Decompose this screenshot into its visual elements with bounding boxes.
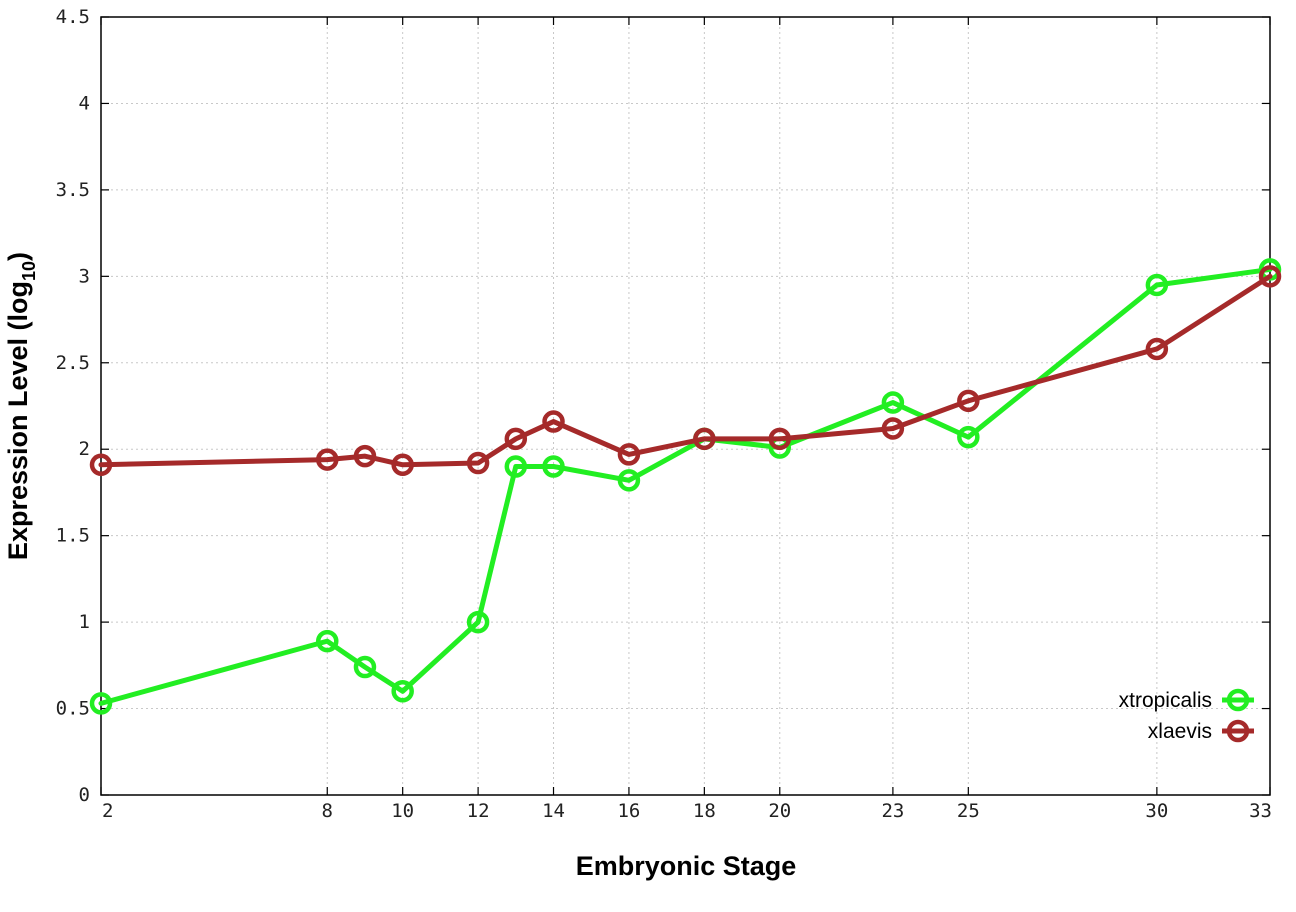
y-tick-label: 1.5	[56, 525, 90, 547]
data-point-xlaevis	[1145, 337, 1169, 361]
x-tick-label: 18	[693, 800, 716, 822]
y-tick-label: 3	[79, 265, 90, 287]
x-tick-label: 14	[542, 800, 565, 822]
y-tick-label: 0	[79, 784, 90, 806]
x-tick-label: 20	[768, 800, 791, 822]
data-point-xlaevis	[466, 451, 490, 475]
y-axis-title-main: Expression Level (log	[3, 281, 33, 560]
data-point-xlaevis	[617, 443, 641, 466]
x-axis-title: Embryonic Stage	[576, 851, 797, 881]
data-point-xlaevis	[768, 427, 792, 451]
x-tick-label: 8	[322, 800, 333, 822]
y-axis-title: Expression Level (log10)	[3, 252, 39, 560]
data-point-xlaevis	[881, 417, 905, 440]
series-xtropicalis	[89, 258, 1282, 715]
y-tick-label: 3.5	[56, 179, 90, 201]
data-point-xtropicalis	[466, 610, 490, 634]
data-point-xlaevis	[391, 453, 414, 477]
y-tick-label: 4	[79, 92, 90, 114]
data-point-xlaevis	[693, 427, 716, 451]
data-point-xlaevis	[353, 444, 377, 468]
plot-frame	[100, 16, 1271, 796]
x-tick-label: 23	[881, 800, 904, 822]
y-tick-label: 0.5	[56, 698, 90, 720]
data-point-xtropicalis	[504, 455, 528, 478]
legend-label-xlaevis: xlaevis	[1148, 720, 1212, 743]
x-tick-label: 12	[467, 800, 490, 822]
data-point-xlaevis	[89, 453, 113, 477]
legend-marker-xtropicalis	[1226, 688, 1250, 712]
data-point-xlaevis	[1258, 265, 1282, 288]
series-line-xlaevis	[98, 273, 1273, 468]
legend: xtropicalis xlaevis	[1119, 688, 1254, 743]
series-xlaevis	[89, 265, 1282, 477]
data-point-xtropicalis	[542, 455, 565, 478]
axis-ticks: 0 0.5 1 1.5 2 2.5 3 3.5 4 4.5 2 8 10 12 14 16 18 20 23 25 30…	[56, 6, 1272, 822]
y-tick-label: 4.5	[56, 6, 90, 28]
data-point-xtropicalis	[391, 680, 414, 703]
y-axis-title-subscript: 10	[19, 261, 39, 281]
data-point-xlaevis	[504, 427, 528, 451]
legend-label-xtropicalis: xtropicalis	[1119, 689, 1212, 712]
data-point-xlaevis	[957, 389, 980, 413]
data-point-xtropicalis	[617, 469, 641, 492]
y-tick-label: 1	[79, 611, 90, 633]
data-point-xtropicalis	[1145, 273, 1169, 297]
data-point-xtropicalis	[316, 629, 339, 653]
y-axis-title-close: )	[3, 252, 33, 261]
data-point-xlaevis	[542, 410, 565, 433]
x-tick-label: 25	[957, 800, 980, 822]
x-tick-label: 10	[391, 800, 414, 822]
x-tick-label: 33	[1249, 800, 1272, 822]
series-line-xtropicalis	[98, 266, 1273, 706]
data-point-xtropicalis	[89, 692, 113, 715]
grid	[101, 17, 1270, 795]
data-point-xtropicalis	[353, 655, 377, 679]
data-point-xtropicalis	[957, 425, 980, 449]
x-tick-label: 2	[102, 800, 113, 822]
x-tick-label: 30	[1145, 800, 1168, 822]
data-point-xtropicalis	[881, 391, 905, 414]
x-tick-label: 16	[617, 800, 640, 822]
legend-marker-xlaevis	[1226, 719, 1250, 743]
data-point-xlaevis	[316, 448, 339, 471]
y-tick-label: 2	[79, 438, 90, 460]
series-layer	[89, 258, 1282, 715]
y-tick-label: 2.5	[56, 352, 90, 374]
